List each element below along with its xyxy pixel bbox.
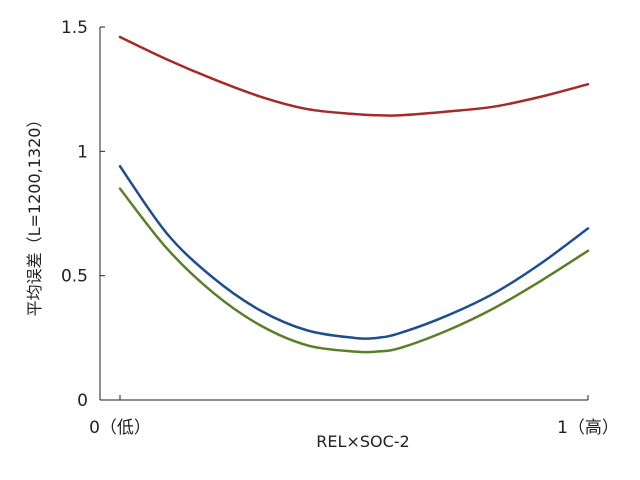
series-line-2 [118,165,590,340]
series-line-3 [118,187,590,354]
y-tick-label: 0 [77,391,88,411]
x-tick-label: 1（高） [557,418,619,438]
x-axis-label: REL×SOC-2 [316,432,409,451]
y-tick-label: 1.5 [61,18,88,38]
axes [99,26,589,401]
y-tick-label: 0.5 [61,267,88,287]
x-tick-label: 0（低） [89,418,151,438]
y-tick-label: 1 [77,142,88,162]
series-line-1 [118,35,590,117]
tick-labels: 0 0.5 1 1.5 0（低） 1（高） [61,18,619,438]
series-layer [118,35,590,354]
y-axis-label: 平均误差（L=1200,1320） [25,112,44,317]
